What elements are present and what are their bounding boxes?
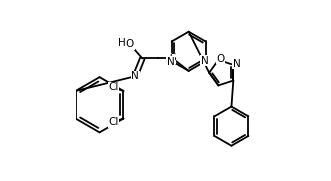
Text: S: S — [169, 53, 176, 63]
Text: Cl: Cl — [109, 82, 119, 92]
Text: Cl: Cl — [109, 117, 119, 127]
Text: N: N — [201, 56, 209, 66]
Text: N: N — [233, 59, 240, 69]
Text: N: N — [167, 57, 175, 67]
Text: H: H — [118, 38, 126, 48]
Text: O: O — [126, 39, 134, 49]
Text: O: O — [216, 54, 225, 64]
Text: N: N — [131, 71, 139, 81]
